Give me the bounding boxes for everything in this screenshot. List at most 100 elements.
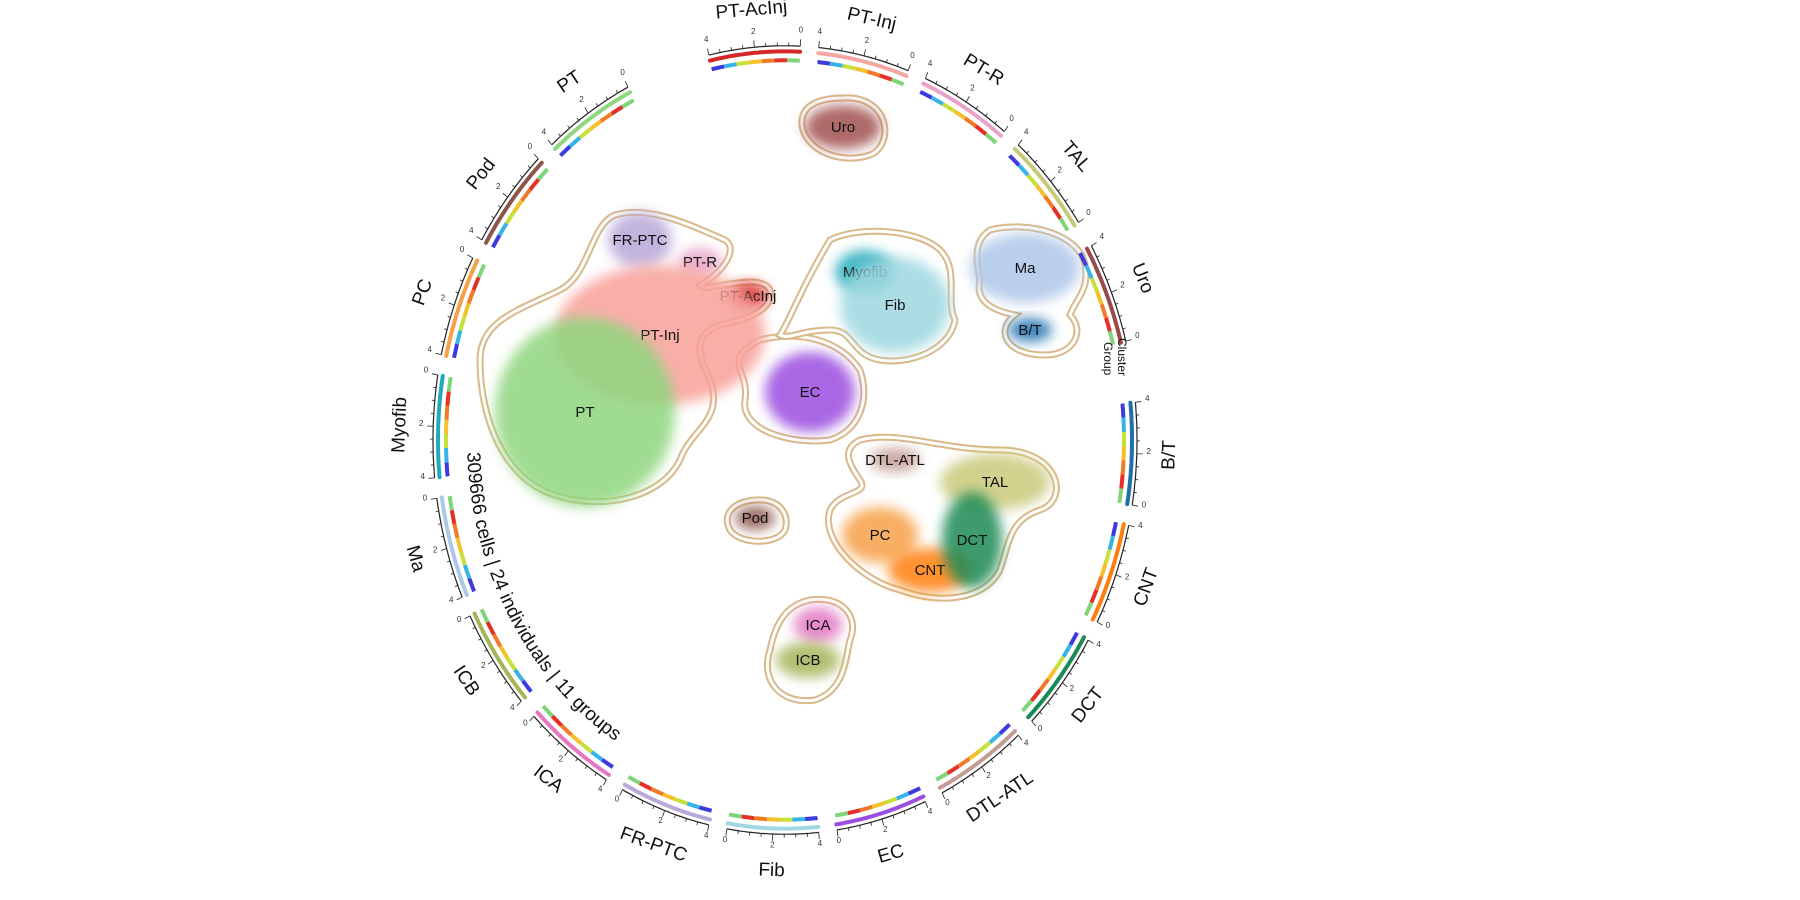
axis-tick	[497, 670, 501, 674]
segment-pc: 0 2 4 PC	[408, 245, 487, 359]
group-track-block	[627, 775, 641, 785]
group-track-block	[446, 377, 453, 392]
axis-tick	[594, 772, 597, 776]
group-track-block	[1089, 588, 1099, 604]
group-track-block	[736, 60, 750, 67]
axis-tick	[529, 716, 535, 722]
group-track-block	[942, 102, 956, 113]
group-track-block	[558, 144, 572, 158]
axis-tick	[1017, 735, 1023, 741]
tick-label: 4	[1024, 738, 1029, 747]
axis-tick	[1057, 188, 1061, 192]
group-track-block	[570, 733, 583, 745]
cluster-color-track	[816, 51, 909, 78]
axis-tick	[1050, 176, 1056, 182]
tick-label: 0	[1086, 208, 1091, 217]
axis-tick	[1107, 598, 1111, 601]
group-track-block	[834, 811, 849, 818]
tick-label: 0	[837, 836, 842, 845]
segment-fib: 0 2 4 Fib	[723, 812, 823, 881]
cluster-label: PT-R	[683, 254, 717, 271]
group-track-block	[1038, 678, 1050, 692]
segment-dtl-atl: 0 2 4 DTL-ATL	[935, 722, 1037, 827]
segment-label: Fib	[758, 859, 785, 881]
cluster-cloud	[842, 507, 918, 563]
group-track-block	[804, 815, 818, 821]
group-track-block	[513, 668, 525, 682]
axis-tick	[1125, 339, 1132, 342]
group-track-block	[829, 61, 843, 68]
cluster-color-track	[1026, 635, 1086, 720]
axis-tick	[935, 80, 938, 84]
tick-label: 0	[1135, 331, 1140, 340]
tick-label: 2	[770, 840, 775, 849]
group-track-block	[1051, 205, 1062, 221]
axis-tick	[886, 59, 888, 63]
axis-tick	[448, 302, 455, 306]
axis-tick	[881, 818, 885, 826]
group-track-block	[953, 109, 967, 120]
cluster-dtl-atl: DTL-ATL	[865, 448, 925, 472]
axis-tick	[584, 107, 589, 114]
axis-tick	[924, 72, 929, 79]
cluster-outline-gap	[725, 498, 788, 543]
tick-label: 4	[449, 596, 454, 605]
group-track-block	[963, 116, 977, 128]
cluster-cloud	[970, 233, 1080, 303]
group-track-block	[1121, 417, 1126, 432]
group-track-block	[1054, 655, 1066, 670]
axis-tick	[1031, 720, 1037, 727]
group-track-block	[568, 136, 582, 148]
group-track-block	[452, 343, 459, 359]
cluster-cloud	[776, 642, 840, 678]
group-track-block	[766, 817, 780, 822]
group-track-block	[650, 787, 664, 797]
cluster-color-track	[439, 495, 469, 597]
group-track-block	[1099, 303, 1108, 319]
axis-tick	[955, 92, 959, 96]
tick-label: 2	[986, 771, 991, 780]
axis-tick	[719, 49, 721, 53]
group-track-block	[1058, 217, 1070, 232]
segment-pod: 0 2 4 Pod	[463, 142, 549, 249]
axis-tick	[907, 64, 911, 71]
axis-tick	[994, 120, 998, 124]
axis-tick	[863, 49, 866, 56]
cluster-cloud	[495, 317, 675, 507]
group-track-block	[1103, 548, 1112, 564]
segment-ica: 0 2 4 ICA	[523, 704, 615, 798]
group-track-block	[621, 98, 635, 109]
axis-tick	[1047, 702, 1051, 706]
group-track-block	[1043, 195, 1055, 209]
group-track-block	[459, 550, 467, 566]
tick-label: 4	[818, 839, 823, 848]
axis-tick	[1054, 692, 1058, 696]
segment-label: CNT	[1130, 565, 1163, 609]
axis-tick	[1091, 242, 1097, 247]
axis-tick	[1102, 610, 1106, 613]
axis-tick	[615, 89, 619, 94]
group-track-block	[528, 178, 541, 192]
group-track-block	[859, 804, 873, 813]
axis-tick	[1069, 672, 1072, 675]
group-track-block	[1121, 445, 1126, 461]
group-track-block	[919, 90, 933, 100]
group-track-block	[1068, 631, 1079, 646]
axis-tick	[487, 660, 494, 665]
axis-tick	[456, 596, 463, 601]
group-track-block	[749, 59, 762, 65]
axis-tick	[502, 192, 508, 198]
axis-tick	[440, 535, 444, 538]
segment-label: ICA	[529, 761, 567, 797]
group-track-block	[967, 749, 981, 761]
axis-tick	[725, 828, 728, 836]
group-track-block	[512, 199, 524, 214]
axis-tick	[491, 215, 495, 219]
axis-tick	[924, 801, 929, 808]
cluster-dct: DCT	[942, 492, 1002, 588]
group-track-block	[871, 801, 885, 809]
segment-fr-ptc: 0 2 4 FR-PTC	[615, 775, 713, 867]
group-track-block	[449, 509, 457, 525]
group-track-block	[878, 73, 893, 82]
group-track-block	[1104, 316, 1112, 332]
